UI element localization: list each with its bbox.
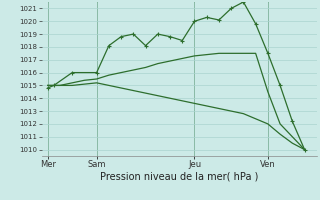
X-axis label: Pression niveau de la mer( hPa ): Pression niveau de la mer( hPa ) [100, 172, 258, 182]
